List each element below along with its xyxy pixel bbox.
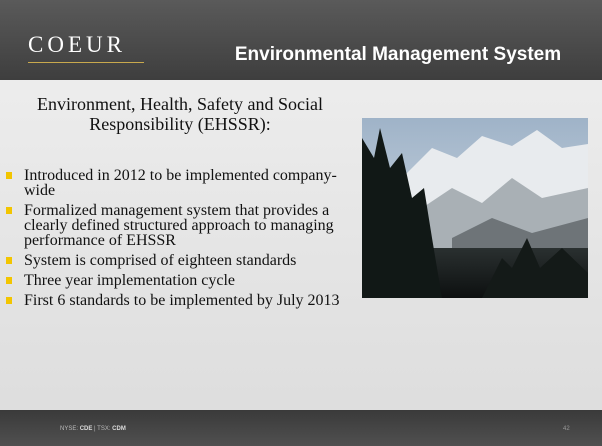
tsx-label: TSX: — [97, 426, 110, 432]
tsx-symbol: CDM — [112, 426, 126, 432]
heading: Environment, Health, Safety and Social R… — [20, 94, 340, 134]
bullet-item: System is comprised of eighteen standard… — [0, 253, 345, 268]
exchange-listing: NYSE: CDE | TSX: CDM — [60, 426, 126, 432]
slide: COEUR Environmental Management System En… — [0, 0, 602, 446]
bullet-item: Formalized management system that provid… — [0, 203, 345, 248]
page-number: 42 — [563, 426, 570, 432]
bullet-item: Introduced in 2012 to be implemented com… — [0, 168, 345, 198]
logo-rule — [28, 62, 144, 63]
bullet-list: Introduced in 2012 to be implemented com… — [0, 168, 345, 313]
logo: COEUR — [28, 32, 126, 58]
separator: | — [94, 426, 96, 432]
nyse-label: NYSE: — [60, 426, 78, 432]
nyse-symbol: CDE — [80, 426, 93, 432]
footer-bar: NYSE: CDE | TSX: CDM 42 — [0, 410, 602, 446]
header-bar: COEUR Environmental Management System — [0, 0, 602, 80]
bullet-item: First 6 standards to be implemented by J… — [0, 293, 345, 308]
mountain-photo — [362, 118, 588, 298]
slide-title: Environmental Management System — [200, 44, 596, 66]
bullet-item: Three year implementation cycle — [0, 273, 345, 288]
